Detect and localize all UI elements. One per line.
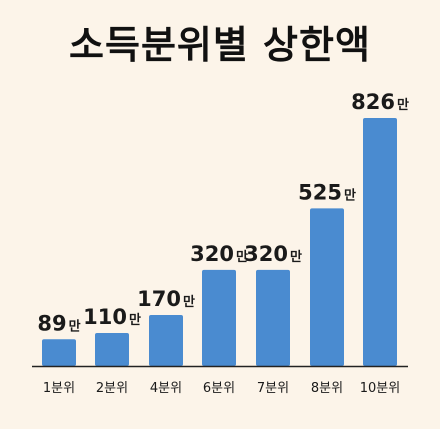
- chart-title: 소득분위별 상한액: [69, 23, 371, 67]
- data-label-4: 320 만: [190, 242, 248, 266]
- bar-2: [95, 332, 129, 366]
- bar-3: [149, 314, 183, 366]
- x-tick-label-5: 7분위: [257, 381, 289, 396]
- x-tick-label-1: 1분위: [43, 381, 75, 396]
- bar-1: [42, 339, 76, 366]
- bar-5: [256, 269, 290, 366]
- data-label-3: 170 만: [137, 287, 195, 311]
- x-tick-label-4: 6분위: [203, 381, 235, 396]
- data-label-1: 89 만: [37, 311, 80, 335]
- x-tick-label-6: 8분위: [311, 381, 343, 396]
- bar-7: [363, 118, 397, 366]
- x-tick-label-2: 2분위: [96, 381, 128, 396]
- data-label-2: 110 만: [83, 305, 141, 329]
- data-label-5: 320 만: [244, 242, 302, 266]
- x-tick-label-7: 10분위: [360, 381, 400, 396]
- x-tick-label-3: 4분위: [150, 381, 182, 396]
- data-label-7: 826 만: [351, 90, 409, 114]
- bar-4: [202, 269, 236, 366]
- data-label-6: 525 만: [298, 180, 356, 204]
- bar-6: [310, 208, 344, 366]
